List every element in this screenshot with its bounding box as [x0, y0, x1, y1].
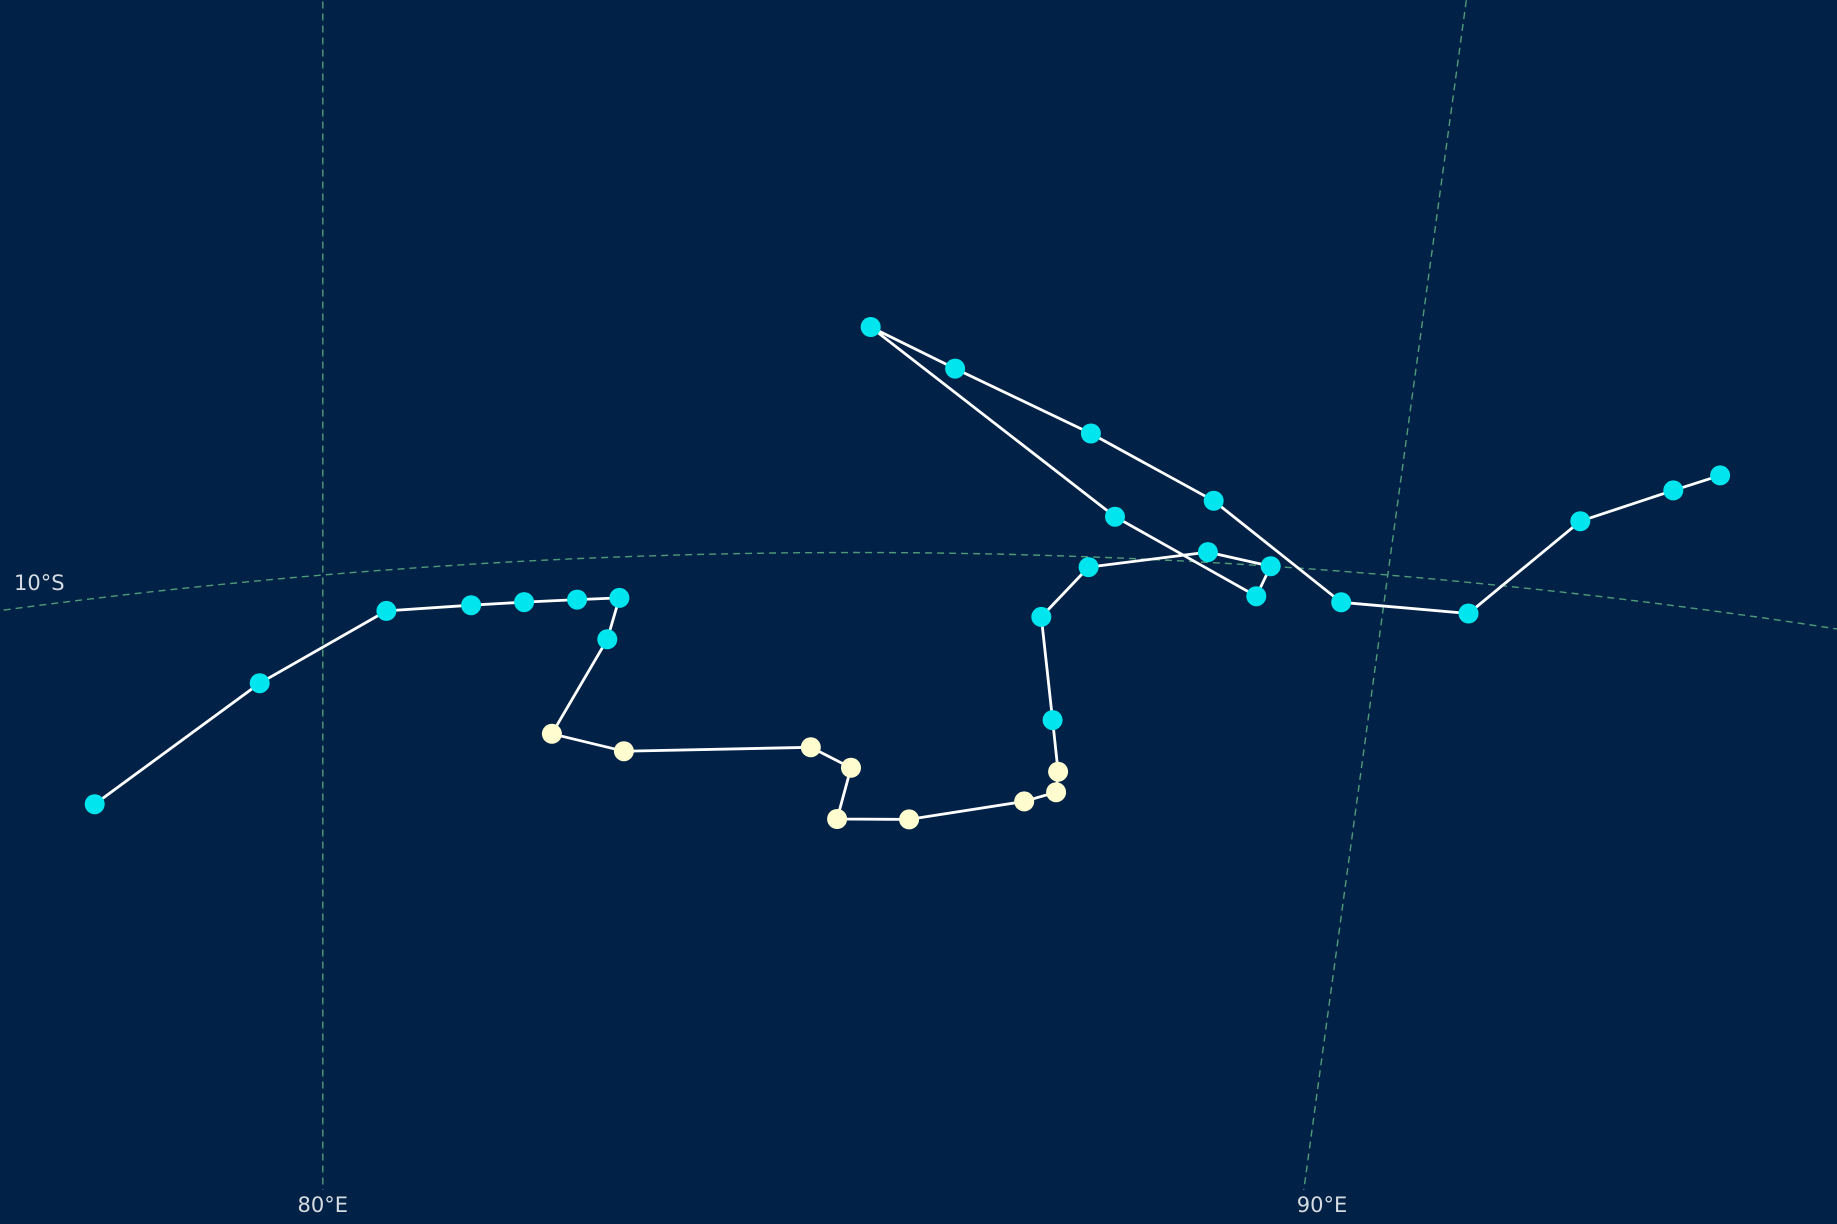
track-point[interactable]: [899, 809, 920, 830]
track-point[interactable]: [1078, 557, 1099, 578]
longitude-line: [1303, 0, 1468, 1191]
track-point[interactable]: [609, 587, 630, 608]
track-point[interactable]: [1246, 586, 1267, 607]
track-point[interactable]: [1331, 592, 1352, 613]
latitude-label: 10°S: [14, 571, 65, 595]
track-point[interactable]: [841, 757, 861, 778]
latitude-line: [0, 551, 1837, 630]
track-point[interactable]: [1042, 710, 1063, 731]
track-point[interactable]: [1046, 782, 1067, 803]
track-point[interactable]: [1048, 761, 1069, 782]
longitude-label: 80°E: [298, 1193, 349, 1217]
track-point[interactable]: [613, 741, 634, 762]
track-point[interactable]: [249, 673, 270, 694]
track-point[interactable]: [597, 629, 618, 650]
longitude-label: 90°E: [1297, 1193, 1348, 1217]
track-point[interactable]: [376, 600, 397, 621]
track-point[interactable]: [541, 723, 562, 744]
track-points: [84, 317, 1731, 830]
track-point[interactable]: [1105, 506, 1125, 527]
track-point[interactable]: [800, 737, 821, 758]
track-point[interactable]: [1014, 791, 1035, 812]
graticule-labels: 10°S 80°E 90°E: [14, 571, 1347, 1217]
track-point[interactable]: [945, 358, 966, 379]
track-point[interactable]: [1570, 511, 1591, 532]
track-point[interactable]: [567, 589, 588, 610]
track-point[interactable]: [1203, 490, 1224, 511]
track-point[interactable]: [514, 592, 535, 613]
track-point[interactable]: [461, 595, 482, 616]
track-point[interactable]: [1031, 606, 1052, 627]
track-point[interactable]: [860, 317, 881, 337]
track-point[interactable]: [1710, 465, 1731, 486]
track-point[interactable]: [827, 809, 848, 829]
track-point[interactable]: [1260, 556, 1281, 577]
track-point[interactable]: [1663, 480, 1684, 501]
track-point[interactable]: [84, 794, 105, 815]
track-point[interactable]: [1458, 603, 1479, 624]
track-point[interactable]: [1197, 542, 1218, 563]
track-point[interactable]: [1080, 423, 1101, 444]
graticule: [0, 0, 1837, 1191]
